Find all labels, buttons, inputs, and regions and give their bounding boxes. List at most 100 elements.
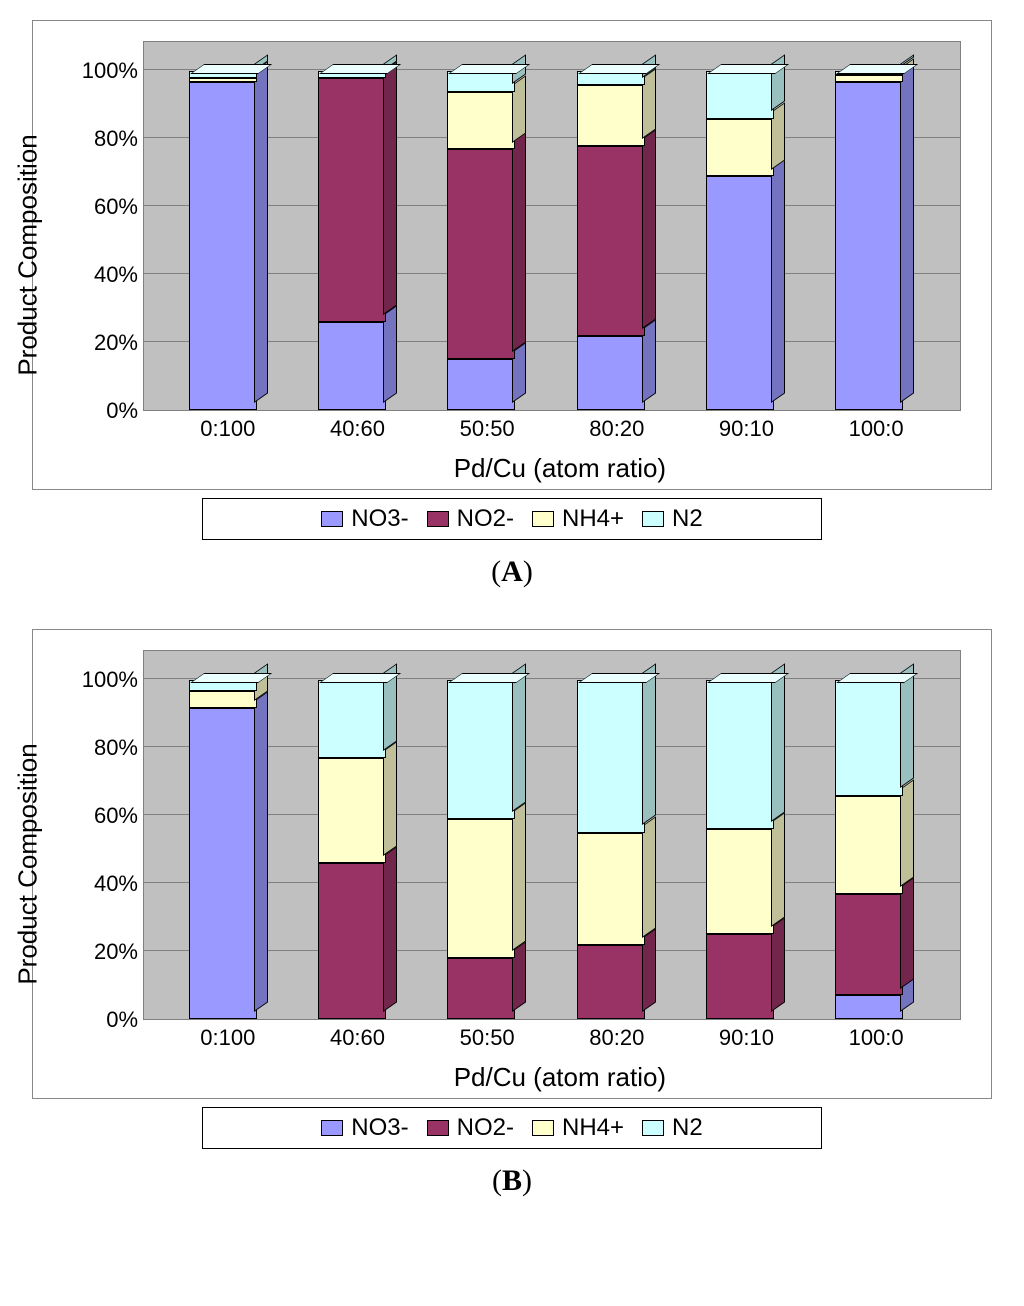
bar-stack: [835, 71, 903, 410]
legend-label: NH4+: [562, 1114, 624, 1142]
bar-segment-NH4+: [447, 819, 515, 958]
y-tick: 60%: [94, 194, 138, 220]
x-axis-label: Pd/Cu (atom ratio): [454, 453, 666, 484]
legend-label: NO2-: [457, 505, 514, 533]
bar-segment-NO3-: [577, 336, 645, 410]
legend-label: NH4+: [562, 505, 624, 533]
bar-segment-N2: [835, 71, 903, 74]
legend: NO3- NO2- NH4+ N2: [202, 498, 822, 540]
legend-item-NH4+: NH4+: [532, 1114, 624, 1142]
bar-segment-N2: [318, 680, 386, 758]
legend-swatch: [321, 511, 343, 527]
bar-stack: [577, 680, 645, 1019]
y-axis: 0%20%40%60%80%100%: [83, 650, 143, 1020]
bar-segment-N2: [706, 680, 774, 829]
legend-swatch: [427, 1120, 449, 1136]
bar-stack: [189, 680, 257, 1019]
bar: [318, 651, 398, 1019]
bar-segment-NO2-: [835, 894, 903, 996]
legend-item-N2: N2: [642, 1114, 703, 1142]
legend-swatch: [321, 1120, 343, 1136]
bar: [189, 651, 269, 1019]
bars-row: [144, 42, 960, 410]
legend-label: N2: [672, 1114, 703, 1142]
legend-item-NO3-: NO3-: [321, 1114, 408, 1142]
bar-segment-NO3-: [835, 82, 903, 410]
plot-area: [143, 41, 961, 411]
bar-stack: [706, 680, 774, 1019]
y-axis-label: Product Composition: [13, 134, 44, 375]
bars-row: [144, 651, 960, 1019]
bar-segment-N2: [577, 680, 645, 832]
x-tick: 0:100: [188, 1025, 268, 1051]
bar-segment-NH4+: [189, 691, 257, 708]
legend-swatch: [642, 1120, 664, 1136]
bar-segment-N2: [835, 680, 903, 795]
bar-segment-NO2-: [318, 863, 386, 1019]
x-tick: 50:50: [447, 416, 527, 442]
bar-segment-NO3-: [189, 708, 257, 1019]
x-axis: 0:10040:6050:5080:2090:10100:0: [143, 416, 961, 442]
legend-item-NH4+: NH4+: [532, 505, 624, 533]
bar: [577, 651, 657, 1019]
x-tick: 90:10: [706, 416, 786, 442]
legend-label: NO3-: [351, 1114, 408, 1142]
legend-item-N2: N2: [642, 505, 703, 533]
bar: [318, 42, 398, 410]
bar-segment-NH4+: [835, 796, 903, 894]
x-tick: 40:60: [317, 1025, 397, 1051]
y-tick: 0%: [106, 398, 138, 424]
bar-segment-N2: [447, 71, 515, 91]
legend-swatch: [642, 511, 664, 527]
bar-segment-NH4+: [577, 833, 645, 945]
y-tick: 0%: [106, 1007, 138, 1033]
bar: [447, 651, 527, 1019]
bar-stack: [447, 71, 515, 410]
legend-item-NO2-: NO2-: [427, 505, 514, 533]
bar-segment-NH4+: [318, 758, 386, 863]
chart-frame: Product Composition0%20%40%60%80%100%0:1…: [32, 629, 992, 1099]
legend-label: NO3-: [351, 505, 408, 533]
panel-label: (A): [32, 555, 992, 589]
bar-segment-N2: [447, 680, 515, 819]
bar-segment-NO2-: [577, 945, 645, 1019]
bar-segment-NH4+: [447, 92, 515, 150]
bar-segment-NO3-: [706, 176, 774, 410]
x-tick: 80:20: [577, 416, 657, 442]
bar: [577, 42, 657, 410]
bar-stack: [835, 680, 903, 1019]
legend-swatch: [427, 511, 449, 527]
bar-segment-N2: [189, 71, 257, 78]
x-axis: 0:10040:6050:5080:2090:10100:0: [143, 1025, 961, 1051]
y-tick: 80%: [94, 735, 138, 761]
bar-segment-NH4+: [706, 829, 774, 934]
bar: [189, 42, 269, 410]
y-tick: 60%: [94, 803, 138, 829]
x-tick: 0:100: [188, 416, 268, 442]
bar-segment-NO2-: [447, 958, 515, 1019]
bar: [447, 42, 527, 410]
bar-segment-NO3-: [447, 359, 515, 410]
chart-panel-A: Product Composition0%20%40%60%80%100%0:1…: [32, 20, 992, 589]
plot-area: [143, 650, 961, 1020]
x-tick: 100:0: [836, 416, 916, 442]
bar-stack: [577, 71, 645, 410]
bar-segment-N2: [577, 71, 645, 85]
legend-item-NO2-: NO2-: [427, 1114, 514, 1142]
bar: [706, 42, 786, 410]
bar-stack: [706, 71, 774, 410]
bar-segment-N2: [318, 71, 386, 78]
bar-segment-NH4+: [706, 119, 774, 177]
bar-segment-NH4+: [835, 75, 903, 82]
bar: [835, 651, 915, 1019]
bar-stack: [447, 680, 515, 1019]
bar-segment-NO2-: [318, 78, 386, 322]
x-tick: 80:20: [577, 1025, 657, 1051]
x-axis-label: Pd/Cu (atom ratio): [454, 1062, 666, 1093]
y-axis-label: Product Composition: [13, 743, 44, 984]
x-tick: 50:50: [447, 1025, 527, 1051]
bar-stack: [189, 71, 257, 410]
bar-segment-NO2-: [706, 934, 774, 1019]
panel-label: (B): [32, 1164, 992, 1198]
chart-frame: Product Composition0%20%40%60%80%100%0:1…: [32, 20, 992, 490]
